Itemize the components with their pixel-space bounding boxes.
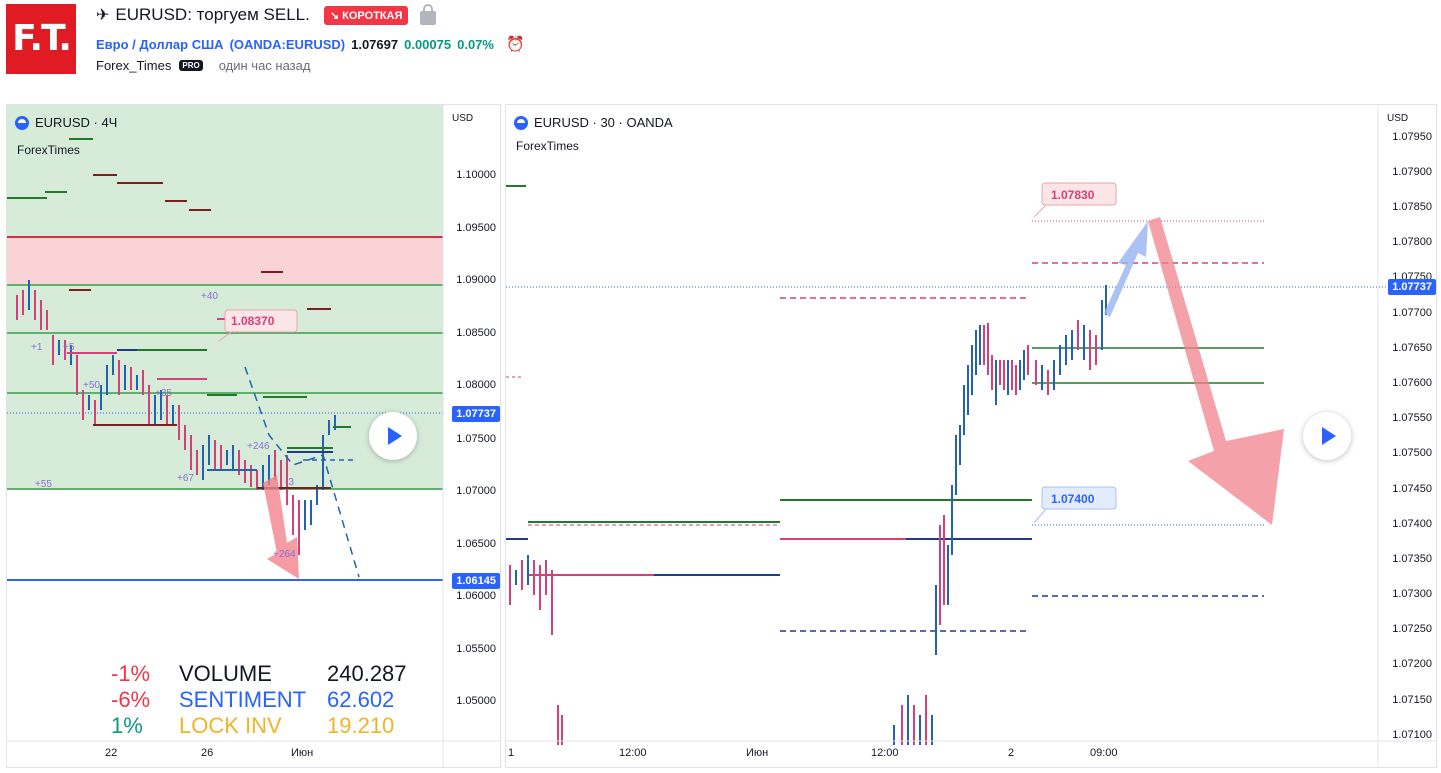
target-label-1-08370: 1.08370 [231,314,275,328]
sentiment-label: SENTIMENT [179,687,307,712]
author-name[interactable]: Forex_Times [96,58,172,73]
volume-value: 240.287 [327,661,407,686]
right-chart-symbol: EURUSD · 30 · OANDA [534,115,673,130]
left-chart-canvas: 1.08370 +40 +1 +5 +50 +35 +246 +67 +55 +… [7,105,500,767]
lower-label-1-07400: 1.07400 [1051,492,1095,506]
right-chart-sub: ForexTimes [516,139,579,153]
right-chart-panel[interactable]: 1.07830 1.07400 EURUSD · 30 · OANDA Fore… [505,104,1437,768]
right-last-price-tag: 1.07737 [1388,279,1436,295]
symbol-change: 0.00075 [404,36,452,52]
symbol-price: 1.07697 [351,36,399,52]
symbol-name-link[interactable]: Евро / Доллар США [96,36,224,52]
left-x-tick-26: 26 [201,747,214,759]
left-currency: USD [452,113,474,124]
rocket-icon: ✈ [96,7,110,24]
left-play-button[interactable] [369,412,417,460]
right-x-tick-1200a: 12:00 [619,747,647,759]
author-row: Forex_Times PRO один час назад [96,58,310,73]
right-y-axis[interactable]: USD 1.07950 1.07900 1.07850 1.07800 1.07… [1379,105,1436,741]
svg-text:+246: +246 [247,441,270,452]
svg-text:+5: +5 [63,342,75,353]
right-x-tick-2: 2 [1008,747,1015,759]
svg-text:+1: +1 [31,342,43,353]
lockinv-label: LOCK INV [179,713,282,738]
left-x-tick-22: 22 [105,747,118,759]
left-y-axis[interactable]: USD 1.10000 1.09500 1.09000 1.08500 1.08… [444,105,500,741]
lockinv-value: 19.210 [327,713,395,738]
svg-text:+35: +35 [155,388,172,399]
tradingview-icon [15,115,29,130]
lockinv-pct: 1% [111,713,143,738]
sentiment-value: 62.602 [327,687,395,712]
symbol-row: Евро / Доллар США (OANDA:EURUSD) 1.07697… [96,35,525,53]
right-x-tick-0900: 09:00 [1090,747,1118,759]
right-chart-canvas: 1.07830 1.07400 [506,105,1436,767]
volume-label: VOLUME [179,661,272,686]
svg-text:+40: +40 [201,291,218,302]
volume-pct: -1% [111,661,151,686]
left-chart-sub: ForexTimes [17,143,80,157]
pro-badge: PRO [179,60,203,71]
left-chart-symbol: EURUSD · 4Ч [35,115,118,130]
idea-title-text: EURUSD: торгуем SELL. [115,5,310,24]
symbol-code-link[interactable]: (OANDA:EURUSD) [229,36,346,52]
left-x-tick-jun: Июн [291,747,314,759]
right-x-tick-jun: Июн [746,747,769,759]
svg-text:+264: +264 [273,549,296,560]
svg-text:+67: +67 [177,473,194,484]
left-low-price-tag: 1.06145 [452,573,500,589]
tradingview-icon [514,115,528,130]
svg-text:-3: -3 [285,477,294,488]
upper-label-1-07830: 1.07830 [1051,188,1095,202]
publish-time: один час назад [218,58,311,73]
idea-title: ✈ EURUSD: торгуем SELL. ↘ КОРОТКАЯ [96,4,437,25]
symbol-change-pct: 0.07% [457,36,494,52]
right-play-button[interactable] [1303,412,1351,460]
sentiment-pct: -6% [111,687,151,712]
alarm-clock-icon[interactable]: ⏰ [505,36,525,53]
short-badge: ↘ КОРОТКАЯ [323,5,409,25]
right-x-tick-1200b: 12:00 [871,747,899,759]
lock-icon [420,4,437,25]
red-zone [7,237,443,284]
right-currency: USD [1387,113,1409,124]
right-x-tick-1: 1 [508,747,515,759]
forex-times-logo: F.T. [6,4,76,74]
stats-block: -1% VOLUME 240.287 -6% SENTIMENT 62.602 1% LO… [111,661,407,739]
svg-text:+55: +55 [35,479,52,490]
right-chart-legend: EURUSD · 30 · OANDA [514,115,673,130]
svg-text:+50: +50 [83,380,100,391]
left-chart-legend: EURUSD · 4Ч [15,115,117,130]
left-chart-panel[interactable]: 1.08370 +40 +1 +5 +50 +35 +246 +67 +55 +… [6,104,501,768]
left-last-price-tag: 1.07737 [452,406,500,422]
